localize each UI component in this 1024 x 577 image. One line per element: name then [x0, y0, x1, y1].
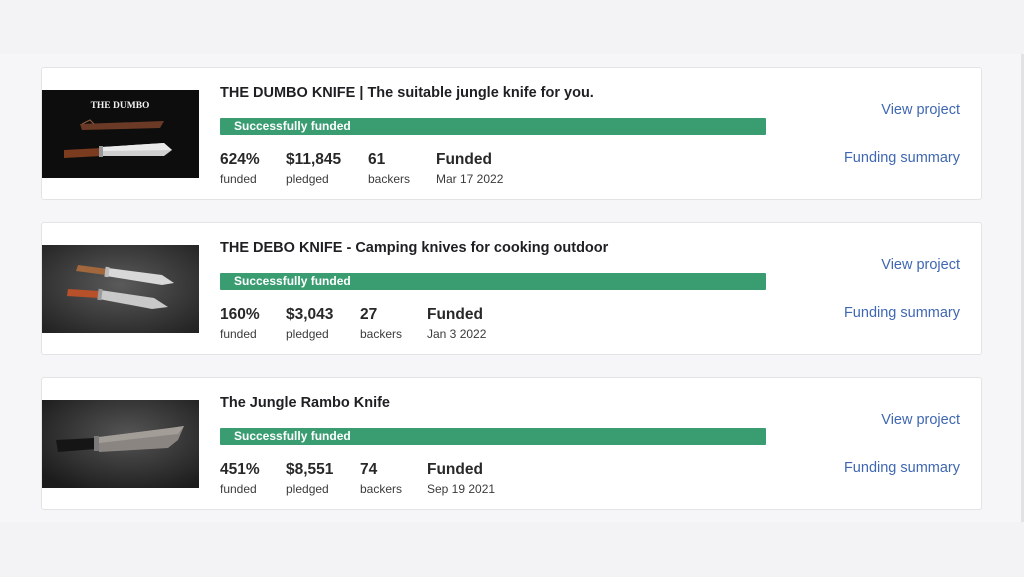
- percent-label: funded: [220, 327, 257, 341]
- end-date: Jan 3 2022: [427, 327, 487, 341]
- scrollbar[interactable]: [1021, 54, 1024, 522]
- backers-value: 61: [368, 151, 386, 168]
- stat-pledged: $3,043 pledged: [286, 306, 333, 341]
- pledged-label: pledged: [286, 172, 329, 186]
- stat-state: Funded Sep 19 2021: [427, 461, 495, 496]
- stat-percent: 160% funded: [220, 306, 260, 341]
- stat-backers: 27 backers: [360, 306, 402, 341]
- view-project-link[interactable]: View project: [881, 102, 960, 118]
- end-date: Mar 17 2022: [436, 172, 504, 186]
- project-thumbnail[interactable]: THE DUMBO: [42, 90, 199, 178]
- progress-bar: Successfully funded: [220, 273, 766, 290]
- bottom-band: [0, 522, 1024, 577]
- percent-label: funded: [220, 172, 257, 186]
- backers-label: backers: [360, 327, 403, 341]
- status-label: Successfully funded: [234, 429, 351, 443]
- pledged-value: $11,845: [286, 151, 342, 168]
- backers-value: 74: [360, 461, 378, 478]
- top-band: [0, 0, 1024, 54]
- stat-pledged: $11,845 pledged: [286, 151, 341, 186]
- percent-value: 160%: [220, 306, 260, 323]
- pledged-value: $8,551: [286, 461, 334, 478]
- pledged-label: pledged: [286, 327, 329, 341]
- funding-summary-link[interactable]: Funding summary: [843, 460, 960, 476]
- stat-percent: 451% funded: [220, 461, 260, 496]
- project-thumbnail[interactable]: [42, 400, 199, 488]
- percent-label: funded: [220, 482, 257, 496]
- status-label: Successfully funded: [234, 274, 351, 288]
- project-title[interactable]: The Jungle Rambo Knife: [220, 395, 390, 411]
- backers-label: backers: [360, 482, 403, 496]
- stat-backers: 61 backers: [368, 151, 410, 186]
- stat-pledged: $8,551 pledged: [286, 461, 333, 496]
- thumbnail-caption: THE DUMBO: [91, 101, 150, 111]
- project-card: THE DUMBO THE DUMBO KNIFE | The suitable…: [41, 67, 982, 200]
- funding-summary-link[interactable]: Funding summary: [843, 305, 960, 321]
- stat-backers: 74 backers: [360, 461, 402, 496]
- state-value: Funded: [427, 306, 483, 323]
- project-title[interactable]: THE DEBO KNIFE - Camping knives for cook…: [220, 240, 609, 256]
- pledged-value: $3,043: [286, 306, 334, 323]
- view-project-link[interactable]: View project: [881, 412, 960, 428]
- state-value: Funded: [427, 461, 483, 478]
- state-value: Funded: [436, 151, 492, 168]
- progress-bar: Successfully funded: [220, 428, 766, 445]
- backers-label: backers: [368, 172, 411, 186]
- percent-value: 624%: [220, 151, 260, 168]
- pledged-label: pledged: [286, 482, 329, 496]
- funding-summary-link[interactable]: Funding summary: [843, 150, 960, 166]
- backers-value: 27: [360, 306, 378, 323]
- status-label: Successfully funded: [234, 119, 351, 133]
- project-thumbnail[interactable]: [42, 245, 199, 333]
- project-card: THE DEBO KNIFE - Camping knives for cook…: [41, 222, 982, 355]
- progress-bar: Successfully funded: [220, 118, 766, 135]
- project-card: The Jungle Rambo Knife Successfully fund…: [41, 377, 982, 510]
- project-title[interactable]: THE DUMBO KNIFE | The suitable jungle kn…: [220, 85, 594, 101]
- stat-percent: 624% funded: [220, 151, 260, 186]
- end-date: Sep 19 2021: [427, 482, 496, 496]
- stat-state: Funded Jan 3 2022: [427, 306, 486, 341]
- view-project-link[interactable]: View project: [881, 257, 960, 273]
- percent-value: 451%: [220, 461, 260, 478]
- stat-state: Funded Mar 17 2022: [436, 151, 503, 186]
